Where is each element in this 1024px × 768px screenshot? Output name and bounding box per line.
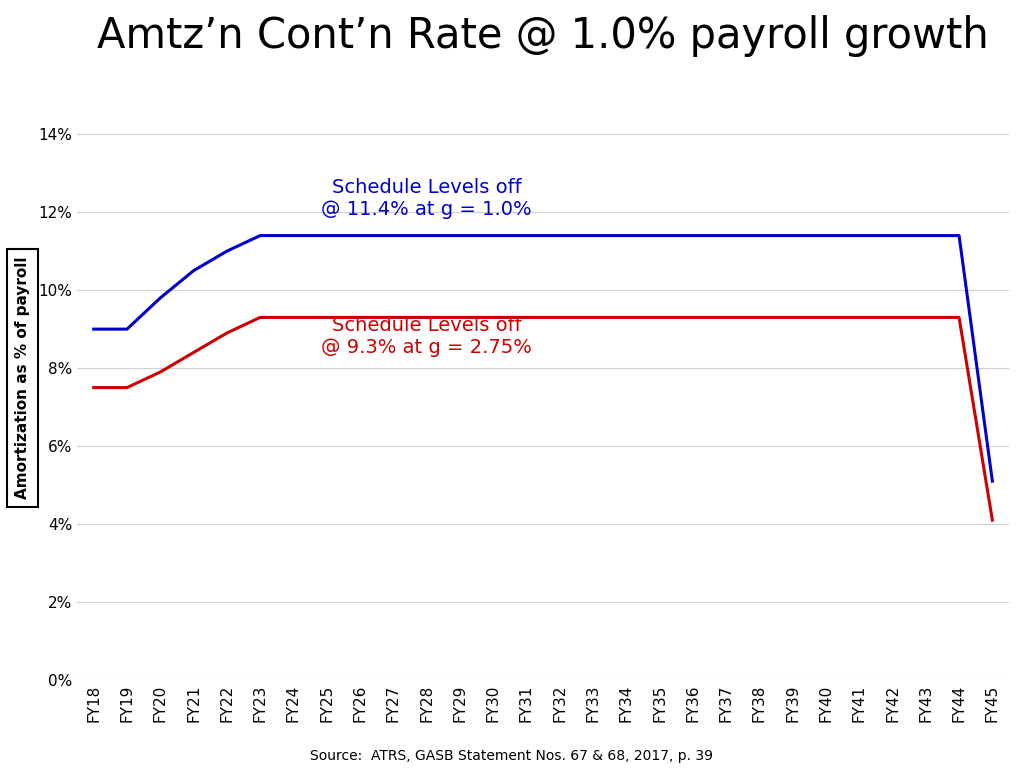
Text: Schedule Levels off
@ 11.4% at g = 1.0%: Schedule Levels off @ 11.4% at g = 1.0% xyxy=(322,178,531,219)
Y-axis label: Amortization as % of payroll: Amortization as % of payroll xyxy=(15,257,30,499)
Text: Source:  ATRS, GASB Statement Nos. 67 & 68, 2017, p. 39: Source: ATRS, GASB Statement Nos. 67 & 6… xyxy=(310,750,714,763)
Title: Amtz’n Cont’n Rate @ 1.0% payroll growth: Amtz’n Cont’n Rate @ 1.0% payroll growth xyxy=(97,15,989,57)
Text: Schedule Levels off
@ 9.3% at g = 2.75%: Schedule Levels off @ 9.3% at g = 2.75% xyxy=(322,316,532,357)
